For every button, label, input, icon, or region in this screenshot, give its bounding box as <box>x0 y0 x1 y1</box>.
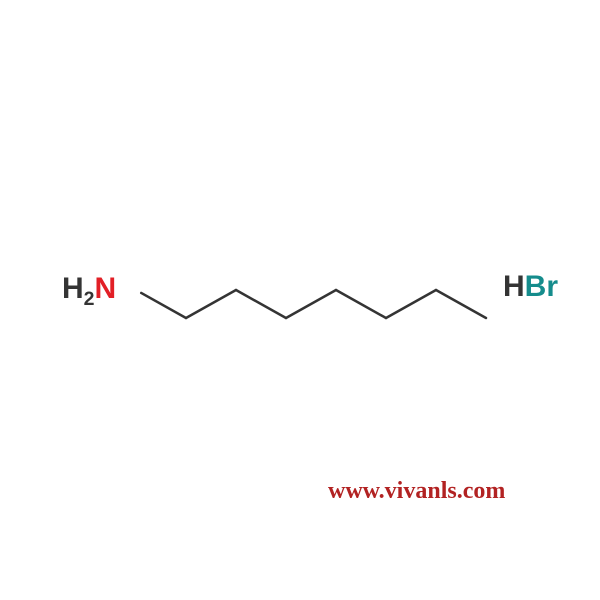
bond <box>286 290 336 318</box>
bond <box>386 290 436 318</box>
watermark-text: www.vivanls.com <box>328 478 505 505</box>
atom-label-nh2: H2N <box>62 272 116 311</box>
bond <box>336 290 386 318</box>
bond <box>236 290 286 318</box>
atom-label-hbr: HBr <box>503 270 558 304</box>
bond <box>186 290 236 318</box>
bond <box>436 290 486 318</box>
bond <box>141 293 186 318</box>
